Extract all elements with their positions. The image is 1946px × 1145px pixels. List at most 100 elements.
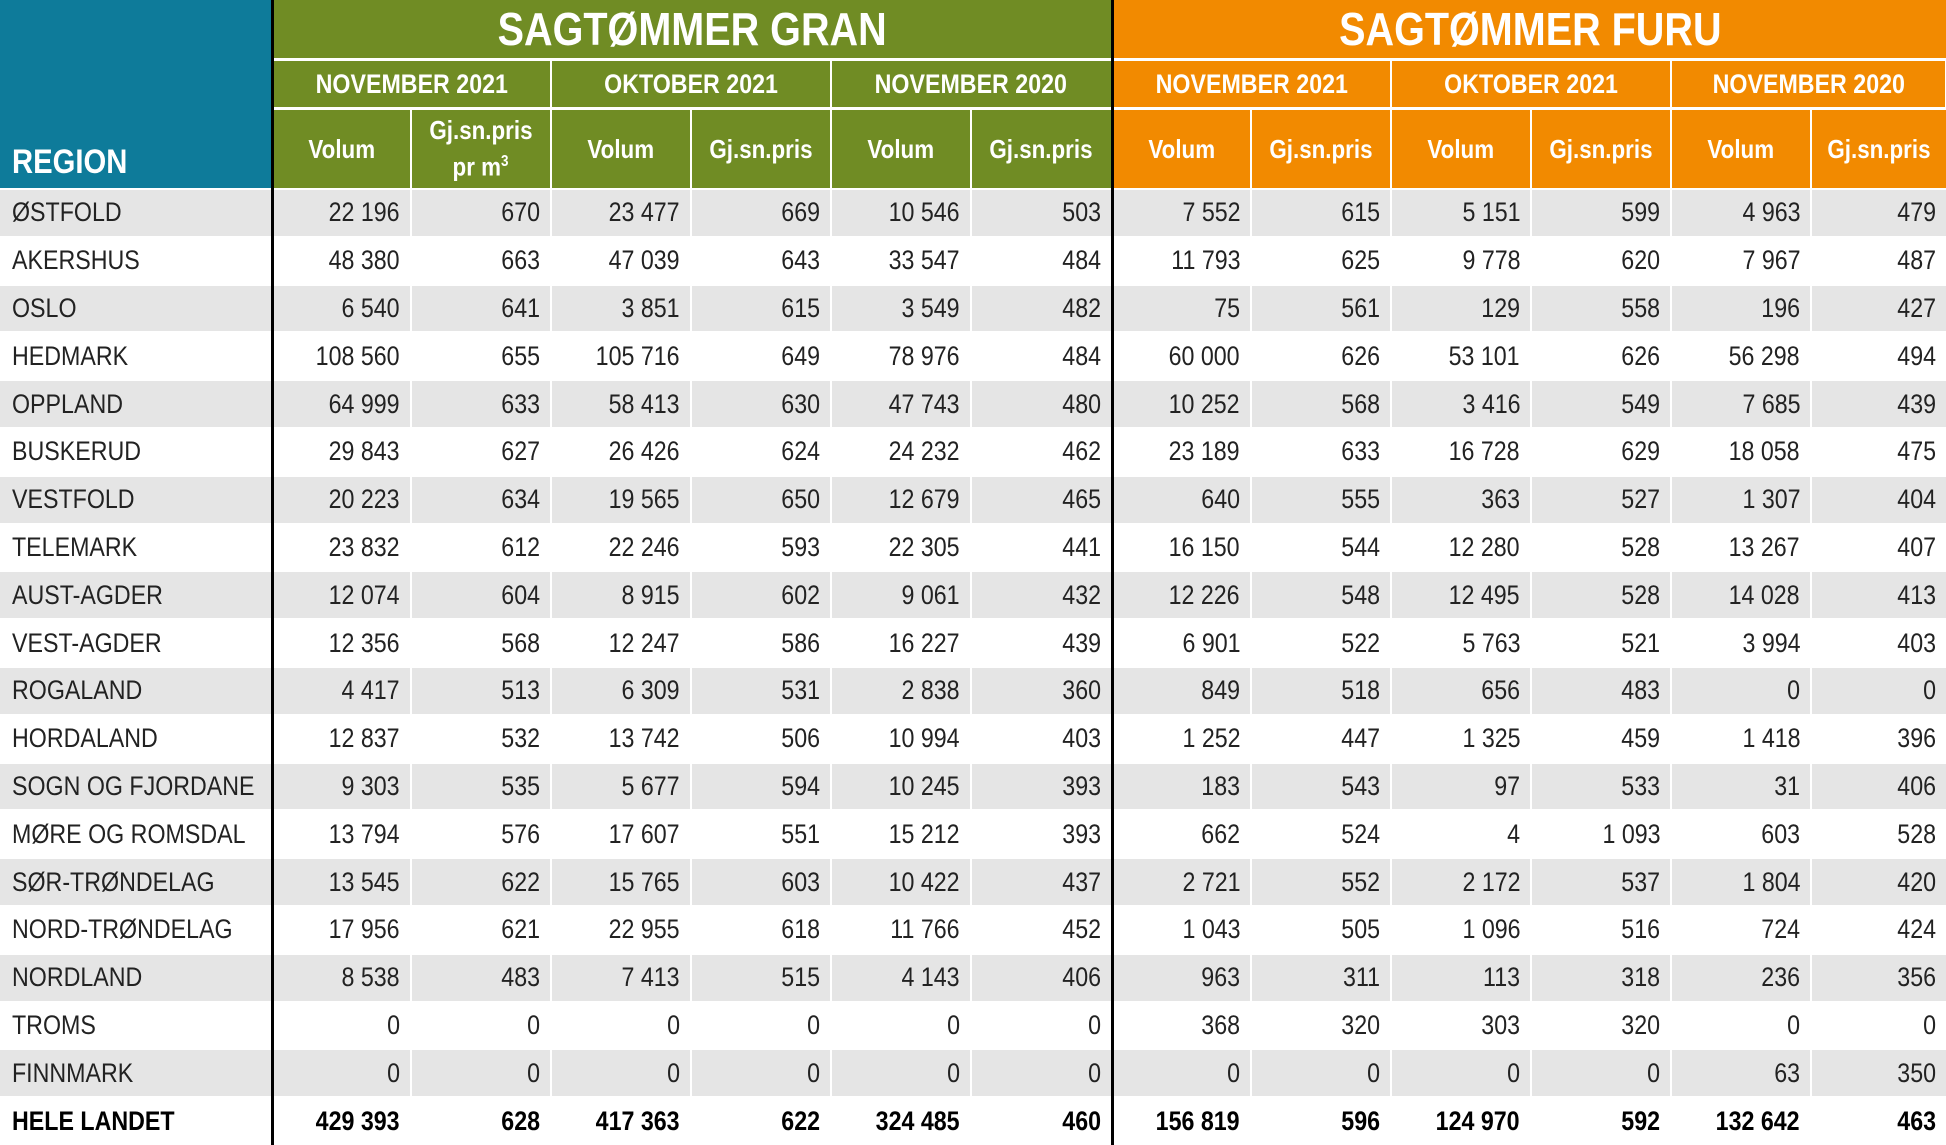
value-cell: 649 <box>690 331 831 381</box>
value-cell: 724 <box>1670 904 1812 954</box>
cell-value: 16 150 <box>1169 531 1241 562</box>
cell-value: 528 <box>1621 531 1661 562</box>
value-cell: 0 <box>1810 1000 1946 1050</box>
cell-value: 849 <box>1201 675 1241 706</box>
cell-value: 17 607 <box>608 818 680 849</box>
cell-value: 1 252 <box>1181 723 1241 754</box>
value-cell: 0 <box>550 1048 691 1098</box>
column-header: Volum <box>1111 107 1252 189</box>
table-row: ROGALAND 4 417 513 6 309 531 2 838 360 849 518 65… <box>0 665 1946 715</box>
value-cell: 596 <box>1250 1096 1392 1145</box>
value-cell: 12 247 <box>550 618 691 667</box>
region-name-cell: ØSTFOLD <box>0 188 274 237</box>
value-cell: 462 <box>969 426 1114 476</box>
value-cell: 12 495 <box>1390 570 1532 620</box>
table-row: ØSTFOLD 22 196 670 23 477 669 10 546 503 7 552 6… <box>0 188 1946 237</box>
value-cell: 20 223 <box>271 474 411 524</box>
region-header: REGION <box>0 0 274 189</box>
value-cell: 633 <box>410 379 551 428</box>
value-cell: 9 303 <box>271 761 411 811</box>
table-row: SØR-TRØNDELAG 13 545 622 15 765 603 10 422 437… <box>0 857 1946 906</box>
region-name: SØR-TRØNDELAG <box>12 866 215 897</box>
cell-value: 363 <box>1481 484 1521 515</box>
value-cell: 0 <box>690 1000 831 1050</box>
cell-value: 2 172 <box>1461 866 1521 897</box>
cell-value: 437 <box>1061 866 1101 897</box>
cell-value: 528 <box>1621 579 1661 610</box>
column-header-label: Volum <box>587 133 655 164</box>
value-cell: 663 <box>410 235 551 285</box>
value-cell: 568 <box>1250 379 1392 428</box>
cell-value: 551 <box>781 818 820 849</box>
cell-value: 0 <box>947 1009 960 1040</box>
period-label: NOVEMBER 2020 <box>1712 68 1905 99</box>
cell-value: 0 <box>1787 1009 1801 1040</box>
period-header: NOVEMBER 2020 <box>1670 58 1946 109</box>
table-row: VESTFOLD 20 223 634 19 565 650 12 679 465 640 55… <box>0 474 1946 524</box>
value-cell: 60 000 <box>1111 331 1252 381</box>
column-header-label: Volum <box>867 133 935 164</box>
value-cell: 479 <box>1810 188 1946 237</box>
region-name: MØRE OG ROMSDAL <box>12 818 246 849</box>
cell-value: 3 994 <box>1741 627 1801 658</box>
value-cell: 627 <box>410 426 551 476</box>
table-row: AUST-AGDER 12 074 604 8 915 602 9 061 432 12 22… <box>0 570 1946 620</box>
cell-value: 1 307 <box>1741 484 1801 515</box>
cell-value: 12 280 <box>1449 531 1521 562</box>
cell-value: 18 058 <box>1729 436 1801 467</box>
cell-value: 537 <box>1621 866 1661 897</box>
value-cell: 13 794 <box>271 809 411 859</box>
value-cell: 0 <box>1530 1048 1672 1098</box>
value-cell: 437 <box>969 857 1114 906</box>
cell-value: 2 721 <box>1181 866 1241 897</box>
value-cell: 56 298 <box>1670 331 1812 381</box>
cell-value: 630 <box>781 388 820 419</box>
period-header: NOVEMBER 2021 <box>271 58 552 109</box>
cell-value: 543 <box>1341 770 1381 801</box>
value-cell: 2 721 <box>1111 857 1252 906</box>
cell-value: 482 <box>1061 292 1101 323</box>
value-cell: 0 <box>1111 1048 1252 1098</box>
value-cell: 63 <box>1670 1048 1812 1098</box>
cell-value: 4 143 <box>901 962 960 993</box>
cell-value: 3 851 <box>621 292 680 323</box>
value-cell: 1 418 <box>1670 713 1812 763</box>
cell-value: 4 963 <box>1741 197 1801 228</box>
value-cell: 318 <box>1530 952 1672 1002</box>
value-cell: 543 <box>1250 761 1392 811</box>
cell-value: 515 <box>781 962 820 993</box>
value-cell: 624 <box>690 426 831 476</box>
value-cell: 23 832 <box>271 522 411 572</box>
cell-value: 7 685 <box>1741 388 1801 419</box>
cell-value: 603 <box>1761 818 1801 849</box>
cell-value: 0 <box>667 1057 680 1088</box>
value-cell: 593 <box>690 522 831 572</box>
value-cell: 552 <box>1250 857 1392 906</box>
column-header-unit-superscript: 3 <box>501 153 509 171</box>
cell-value: 22 955 <box>608 914 680 945</box>
value-cell: 10 245 <box>830 761 971 811</box>
cell-value: 303 <box>1481 1009 1521 1040</box>
value-cell: 7 413 <box>550 952 691 1002</box>
value-cell: 604 <box>410 570 551 620</box>
cell-value: 9 778 <box>1461 245 1521 276</box>
cell-value: 1 043 <box>1181 914 1241 945</box>
region-name: HEDMARK <box>12 340 129 371</box>
period-header: OKTOBER 2021 <box>1390 58 1673 109</box>
cell-value: 0 <box>527 1057 540 1088</box>
cell-value: 356 <box>1897 962 1937 993</box>
value-cell: 360 <box>969 665 1114 715</box>
value-cell: 528 <box>1530 522 1672 572</box>
value-cell: 558 <box>1530 283 1672 333</box>
value-cell: 16 227 <box>830 618 971 667</box>
cell-value: 447 <box>1341 723 1381 754</box>
value-cell: 612 <box>410 522 551 572</box>
value-cell: 643 <box>690 235 831 285</box>
cell-value: 627 <box>501 436 540 467</box>
value-cell: 6 540 <box>271 283 411 333</box>
value-cell: 13 742 <box>550 713 691 763</box>
value-cell: 129 <box>1390 283 1532 333</box>
cell-value: 524 <box>1341 818 1381 849</box>
cell-value: 12 226 <box>1169 579 1241 610</box>
group-header-furu-label: SAGTØMMER FURU <box>1338 3 1722 55</box>
